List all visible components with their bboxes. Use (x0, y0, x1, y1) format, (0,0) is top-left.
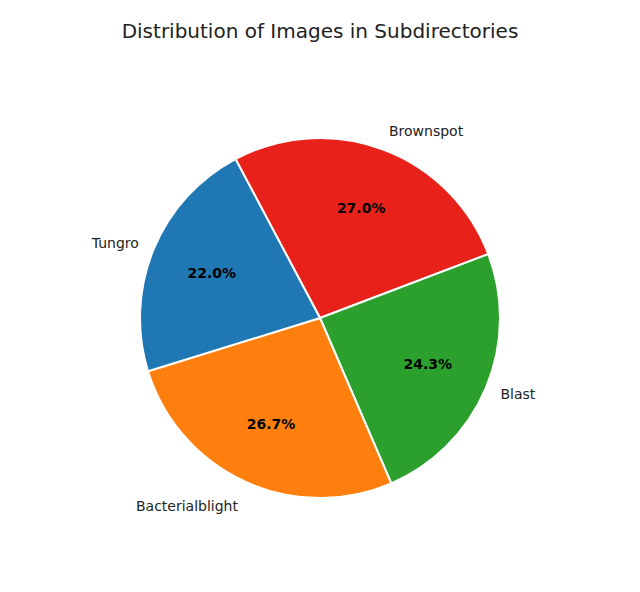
category-label: Tungro (91, 235, 139, 251)
data-label: 27.0% (337, 200, 386, 216)
labels: 27.0% Brownspot 24.3% Blast 26.7% Bacterialbl… (91, 123, 536, 514)
category-label: Blast (500, 386, 535, 402)
slices (140, 138, 500, 498)
data-label: 22.0% (188, 265, 237, 281)
category-label: Bacterialblight (136, 498, 239, 514)
data-label: 24.3% (403, 356, 452, 372)
title: Distribution of Images in Subdirectories (122, 19, 519, 43)
chart-container: Distribution of Images in Subdirectories… (0, 0, 640, 592)
chart: Distribution of Images in Subdirectories… (0, 0, 640, 592)
slice (140, 159, 320, 371)
data-label: 26.7% (247, 416, 296, 432)
category-label: Brownspot (389, 123, 464, 139)
